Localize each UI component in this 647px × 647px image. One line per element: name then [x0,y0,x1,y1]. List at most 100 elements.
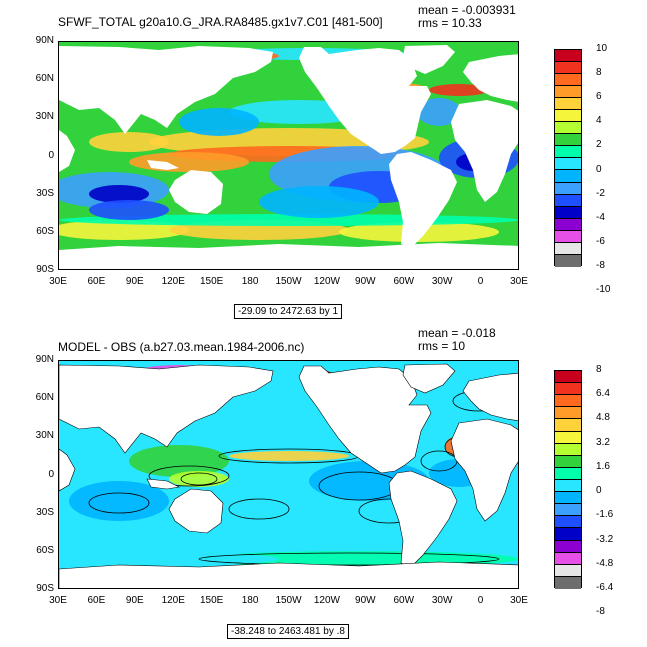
top-land-australia [169,170,223,214]
bottom-lat-tick-label: 30S [36,506,54,518]
bottom-lon-tick-label: 30E [510,595,528,606]
bottom-lon-tick-label: 60W [393,595,415,606]
top-colorbar-swatch [555,242,581,255]
bottom-colorbar-swatch [555,516,581,529]
bottom-land-africa-east [59,448,76,492]
top-colorbar-label: 4 [596,115,602,127]
top-colorbar [554,49,582,267]
bottom-lat-tick-label: 90N [35,354,54,365]
bottom-land-europe-east [462,372,518,421]
top-land-europe-east [463,54,518,102]
top-colorbar-swatch [555,206,581,219]
bottom-colorbar-swatch [555,467,581,480]
top-colorbar-swatch [555,110,581,123]
bottom-land-australia [168,488,224,534]
bottom-colorbar-swatch [555,552,581,565]
top-land-antarctica [59,243,518,269]
bottom-land-africa [450,418,518,522]
top-colorbar-swatch [555,146,581,159]
top-map-title: SFWF_TOTAL g20a10.G_JRA.RA8485.gx1v7.C01… [58,15,383,29]
bottom-map-title: MODEL - OBS (a.b27.03.mean.1984-2006.nc) [58,340,305,354]
bottom-map-plot [58,360,519,589]
bottom-field-anomaly [129,445,229,477]
top-field-anomaly [129,152,249,172]
bottom-field-anomaly [229,451,349,461]
top-map-panel: SFWF_TOTAL g20a10.G_JRA.RA8485.gx1v7.C01… [0,0,647,322]
top-colorbar-label: -10 [596,284,611,296]
bottom-land-antarctica [59,561,518,588]
top-lon-tick-label: 60E [87,276,106,287]
bottom-colorbar-swatch [555,479,581,493]
bottom-lon-tick-label: 60E [87,595,106,606]
bottom-colorbar-label: 4.8 [596,412,610,424]
bottom-colorbar-label: 3.2 [596,436,610,448]
bottom-mean-label: mean = -0.018 [418,326,496,340]
top-colorbar-swatch [555,134,581,147]
bottom-lat-tick-label: 60N [35,392,54,404]
top-colorbar-swatch [555,62,581,75]
top-field-anomaly [259,186,379,218]
top-map-plot [58,41,519,270]
top-lat-tick-label: 30S [36,187,54,199]
top-colorbar-swatch [555,230,581,243]
top-lon-tick-label: 30W [431,276,453,287]
bottom-range-label: -38.248 to 2463.481 by .8 [227,624,349,639]
top-lon-tick-label: 150E [199,276,224,287]
top-land-indonesia [147,160,179,170]
bottom-lat-tick-label: 0 [48,468,54,480]
top-lon-tick-label: 90W [355,276,376,287]
top-lon-tick-label: 60W [393,276,415,287]
bottom-colorbar-swatch [555,492,581,505]
bottom-contour [198,552,500,566]
bottom-contour [180,472,218,486]
bottom-colorbar-label: 6.4 [596,388,610,400]
bottom-lat-tick-label: 30N [35,430,54,442]
top-land-africa [451,100,518,202]
bottom-contour [228,498,290,520]
bottom-map-panel: MODEL - OBS (a.b27.03.mean.1984-2006.nc)… [0,322,647,647]
bottom-colorbar-swatch [555,383,581,396]
bottom-colorbar-swatch [555,407,581,420]
bottom-colorbar-swatch [555,540,581,553]
top-colorbar-swatch [555,122,581,135]
top-lon-tick-label: 0 [477,276,484,287]
top-colorbar-label: 6 [596,91,602,103]
top-colorbar-label: -6 [596,235,605,247]
bottom-colorbar-label: 8 [596,364,602,375]
top-range-label: -29.09 to 2472.63 by 1 [233,304,343,319]
top-lat-tick-label: 60N [35,73,54,85]
bottom-lon-tick-label: 120W [313,595,340,606]
bottom-colorbar-label: -6.4 [596,582,614,593]
top-lon-tick-label: 150W [275,276,302,287]
bottom-field-anomaly [69,481,169,521]
bottom-map-canvas [59,361,518,588]
top-colorbar-swatch [555,254,581,267]
bottom-lon-tick-label: 150W [275,595,302,606]
bottom-field-anomaly [249,409,329,433]
top-field-anomaly [59,220,189,240]
top-colorbar-swatch [555,218,581,231]
bottom-lon-tick-label: 150E [199,595,224,606]
top-field-anomaly [89,132,169,152]
bottom-field-anomaly [169,471,229,487]
bottom-lon-tick-label: 30W [431,595,453,606]
top-colorbar-label: 8 [596,67,602,79]
bottom-colorbar-label: 1.6 [596,460,610,472]
top-lon-tick-label: 90E [125,276,144,287]
top-land-north-america [299,47,431,154]
top-field-anomaly [429,84,489,96]
top-colorbar-swatch [555,86,581,99]
top-lat-tick-label: 90N [35,35,54,46]
top-lat-tick-label: 0 [48,149,54,161]
bottom-colorbar-swatch [555,443,581,456]
bottom-colorbar-swatch [555,431,581,444]
top-land-eurasia [59,46,273,134]
top-land-africa-east [59,130,75,172]
bottom-colorbar-swatch [555,419,581,432]
top-land-south-america [389,152,457,248]
top-colorbar-label: -4 [596,211,605,223]
bottom-lon-tick-label: 90E [125,595,144,606]
bottom-land-south-america [388,470,458,568]
top-colorbar-label: -8 [596,260,605,271]
top-lon-tick-label: 30E [49,276,67,287]
